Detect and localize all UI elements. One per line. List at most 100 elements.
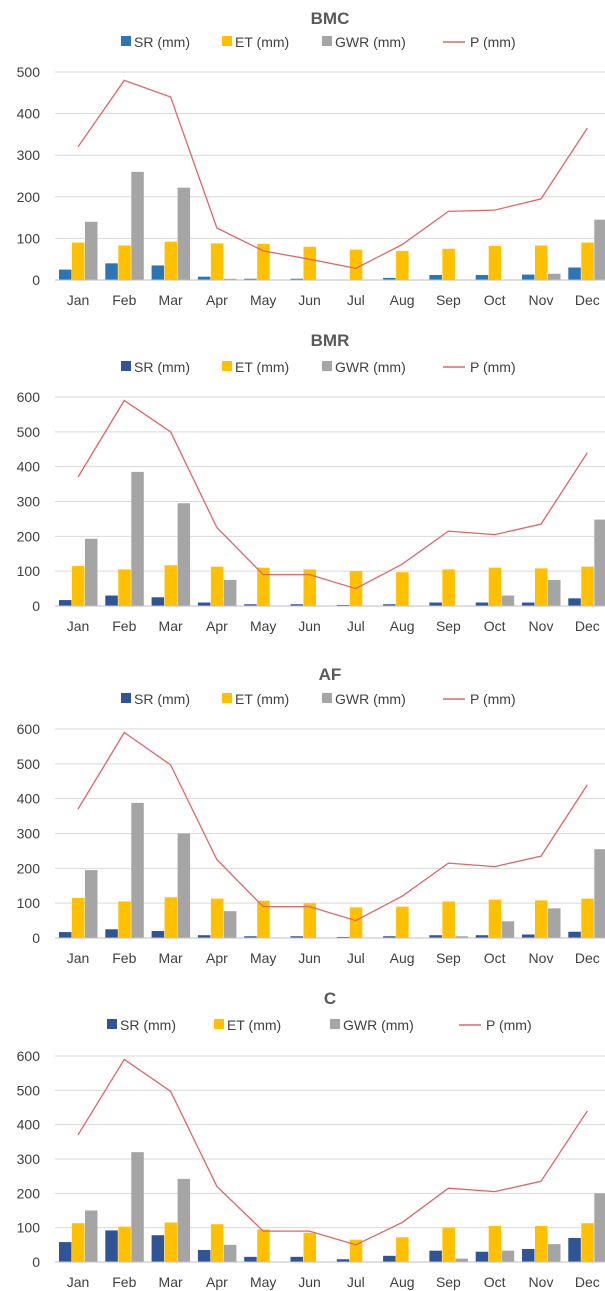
bar-sr-sep <box>429 275 442 280</box>
x-tick-label: May <box>250 618 276 634</box>
y-tick-label: 0 <box>32 1254 40 1270</box>
bar-et-jun <box>303 903 316 938</box>
x-tick-label: Aug <box>390 950 415 966</box>
bar-et-feb <box>118 569 131 606</box>
bar-sr-jul <box>336 604 350 606</box>
legend-label-et: ET (mm) <box>235 34 289 50</box>
bar-sr-oct <box>475 602 489 606</box>
legend-label-et: ET (mm) <box>227 1017 281 1033</box>
bar-sr-feb <box>105 929 118 938</box>
bar-sr-jan <box>59 600 72 606</box>
bar-et-may <box>257 1229 270 1262</box>
bar-gwr-jan <box>85 1210 98 1262</box>
x-tick-label: Oct <box>484 618 506 634</box>
bar-gwr-apr <box>223 911 237 938</box>
x-tick-label: Jan <box>67 292 90 308</box>
bar-et-jan <box>72 1223 85 1262</box>
bar-sr-may <box>244 278 257 280</box>
y-tick-label: 500 <box>17 64 41 80</box>
x-tick-label: Feb <box>112 618 136 634</box>
bar-et-may <box>257 567 270 606</box>
bar-gwr-mar <box>177 187 191 280</box>
x-tick-label: Sep <box>436 618 461 634</box>
bar-sr-apr <box>197 602 211 606</box>
y-tick-label: 300 <box>17 826 41 842</box>
x-tick-label: Dec <box>575 950 600 966</box>
bar-sr-dec <box>568 267 581 280</box>
bar-et-oct <box>488 899 502 938</box>
chart-bmc: BMC SR (mm) ET (mm) GWR (mm) P (mm) 0 100 200 30… <box>17 9 605 308</box>
legend-swatch-sr <box>121 36 131 46</box>
chart-panel-af: AF SR (mm) ET (mm) GWR (mm) P (mm) 0 100 200 300… <box>0 655 605 979</box>
legend-swatch-et <box>214 1019 224 1029</box>
legend-label-gwr: GWR (mm) <box>335 34 406 50</box>
bar-sr-may <box>244 1256 257 1262</box>
bar-sr-dec <box>568 598 581 606</box>
x-tick-label: Jul <box>347 1274 365 1290</box>
x-tick-label: May <box>250 950 276 966</box>
y-tick-label: 600 <box>17 389 41 405</box>
bar-sr-may <box>244 604 257 606</box>
legend-label-p: P (mm) <box>470 359 516 375</box>
bar-sr-apr <box>197 276 211 280</box>
x-tick-label: Feb <box>112 292 136 308</box>
x-tick-label: Feb <box>112 950 136 966</box>
bar-gwr-oct <box>501 921 515 938</box>
bar-et-mar <box>164 565 178 607</box>
bar-gwr-oct <box>501 595 515 606</box>
bar-sr-aug <box>383 277 396 280</box>
legend-label-sr: SR (mm) <box>120 1017 176 1033</box>
bar-sr-jul <box>336 1259 350 1262</box>
y-tick-label: 300 <box>17 494 41 510</box>
x-tick-label: Sep <box>436 950 461 966</box>
y-tick-label: 200 <box>17 528 41 544</box>
bar-sr-mar <box>151 1235 165 1262</box>
bar-sr-apr <box>197 935 211 938</box>
x-tick-label: Oct <box>484 292 506 308</box>
bar-sr-mar <box>151 597 165 606</box>
bar-gwr-nov <box>548 579 561 607</box>
bar-sr-sep <box>429 1250 442 1262</box>
x-tick-label: Nov <box>529 1274 554 1290</box>
bar-sr-jun <box>290 604 303 606</box>
bar-gwr-feb <box>131 802 144 938</box>
bar-et-apr <box>210 898 224 938</box>
x-tick-label: Dec <box>575 618 600 634</box>
y-tick-label: 300 <box>17 1151 41 1167</box>
chart-af: AF SR (mm) ET (mm) GWR (mm) P (mm) 0 100 200 300… <box>17 665 605 966</box>
bar-et-dec <box>581 242 594 280</box>
bar-et-apr <box>210 566 224 606</box>
y-tick-label: 200 <box>17 189 41 205</box>
bar-et-jul <box>349 907 363 938</box>
bar-gwr-feb <box>131 171 144 280</box>
y-tick-label: 100 <box>17 230 41 246</box>
legend-label-sr: SR (mm) <box>134 359 190 375</box>
bar-et-dec <box>581 898 594 938</box>
bar-gwr-dec <box>594 1193 605 1262</box>
legend-swatch-gwr <box>322 36 332 46</box>
y-tick-label: 100 <box>17 563 41 579</box>
x-tick-label: Oct <box>484 950 506 966</box>
legend-swatch-gwr <box>330 1019 340 1029</box>
bar-sr-aug <box>383 604 396 606</box>
bar-sr-nov <box>522 1248 535 1262</box>
x-tick-label: Sep <box>436 1274 461 1290</box>
series-line-p <box>77 1058 588 1246</box>
legend-label-p: P (mm) <box>486 1017 532 1033</box>
bar-sr-oct <box>475 1251 489 1262</box>
bar-et-feb <box>118 901 131 938</box>
legend-label-p: P (mm) <box>470 34 516 50</box>
bar-et-aug <box>396 572 409 606</box>
bar-gwr-mar <box>177 1178 191 1262</box>
chart-panel-c: C SR (mm) ET (mm) GWR (mm) P (mm) 0 100 200 300 4… <box>0 984 605 1291</box>
x-tick-label: May <box>250 1274 276 1290</box>
legend-swatch-et <box>222 36 232 46</box>
bar-gwr-apr <box>223 1244 237 1262</box>
bar-et-may <box>257 243 270 280</box>
bar-et-aug <box>396 250 409 280</box>
bar-sr-nov <box>522 934 535 938</box>
x-tick-label: Feb <box>112 1274 136 1290</box>
y-tick-label: 400 <box>17 791 41 807</box>
x-tick-label: Mar <box>159 950 183 966</box>
bar-et-sep <box>442 1227 455 1262</box>
